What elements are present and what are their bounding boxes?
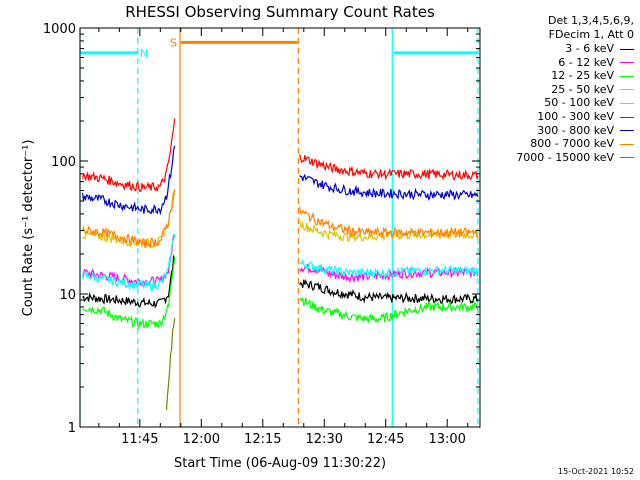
legend-entry-label: 25 - 50 keV [551,82,614,96]
series-line [299,258,479,280]
legend-swatch [620,48,634,50]
flag-label: S [170,36,177,49]
series-line [81,145,176,216]
series-line [165,318,176,410]
series-line [81,118,176,192]
series-layer [81,118,479,410]
legend-entry-label: 100 - 300 keV [537,110,614,123]
y-tick-label: 10 [59,288,76,303]
y-tick-label: 1 [68,421,76,436]
legend-swatch [620,143,634,145]
legend-swatch [620,89,634,91]
legend-entry: 300 - 800 keV [537,124,634,137]
series-line [299,296,479,324]
x-tick-label: 12:15 [244,432,281,447]
legend-entry-label: 50 - 100 keV [544,96,614,110]
series-line [82,257,176,330]
x-tick-label: 12:45 [367,432,404,447]
legend-entry-label: 800 - 7000 keV [530,137,614,151]
legend-swatch [620,102,634,104]
legend-entry-label: 7000 - 15000 keV [516,150,614,164]
x-tick-label: 13:00 [428,432,465,447]
x-tick-label: 11:45 [121,432,158,447]
legend-entry: 25 - 50 keV [551,83,634,96]
series-line [299,173,479,202]
x-axis-label: Start Time (06-Aug-09 11:30:22) [174,456,386,471]
axes-layer: 1 10 100 1000 11:45 12:00 12:15 12:30 12:45 13:00 [43,22,480,447]
legend-entry-label: 300 - 800 keV [537,123,614,137]
series-line [299,279,479,305]
legend-entry: 6 - 12 keV [558,56,634,69]
y-axis-label: Count Rate (s⁻¹ detector⁻¹) [21,140,36,317]
legend-entry: 800 - 7000 keV [530,137,634,150]
legend-entry: 3 - 6 keV [565,42,634,55]
legend-swatch [620,157,634,159]
flags-layer: NS [79,28,479,427]
x-tick-label: 12:30 [306,432,343,447]
legend-header-line-1: Det 1,3,4,5,6,9, [547,14,634,27]
legend-swatch [620,116,634,118]
legend-entry-label: 6 - 12 keV [558,55,614,69]
series-line [82,254,176,309]
series-line [299,263,479,284]
legend-header-line-2: FDecim 1, Att 0 [548,28,634,41]
legend-entry-label: 12 - 25 keV [551,69,614,83]
y-tick-label: 1000 [43,22,76,37]
legend-swatch [620,62,634,64]
timestamp: 15-Oct-2021 10:52 [558,467,634,476]
series-line [299,206,479,239]
legend-entry: 12 - 25 keV [551,69,634,82]
legend-entry: 100 - 300 keV [537,110,634,123]
plot-frame [79,27,481,428]
legend-swatch [620,75,634,77]
chart-title: RHESSI Observing Summary Count Rates [125,3,435,21]
x-tick-label: 12:00 [183,432,220,447]
series-line [299,154,479,181]
y-tick-label: 100 [51,155,76,170]
legend-swatch [620,130,634,132]
flag-label: N [140,47,148,60]
series-line [81,233,176,292]
legend-entry: 7000 - 15000 keV [516,151,634,164]
legend-entry: 50 - 100 keV [544,96,634,109]
series-line [81,189,176,249]
legend-entry-label: 3 - 6 keV [565,42,614,55]
